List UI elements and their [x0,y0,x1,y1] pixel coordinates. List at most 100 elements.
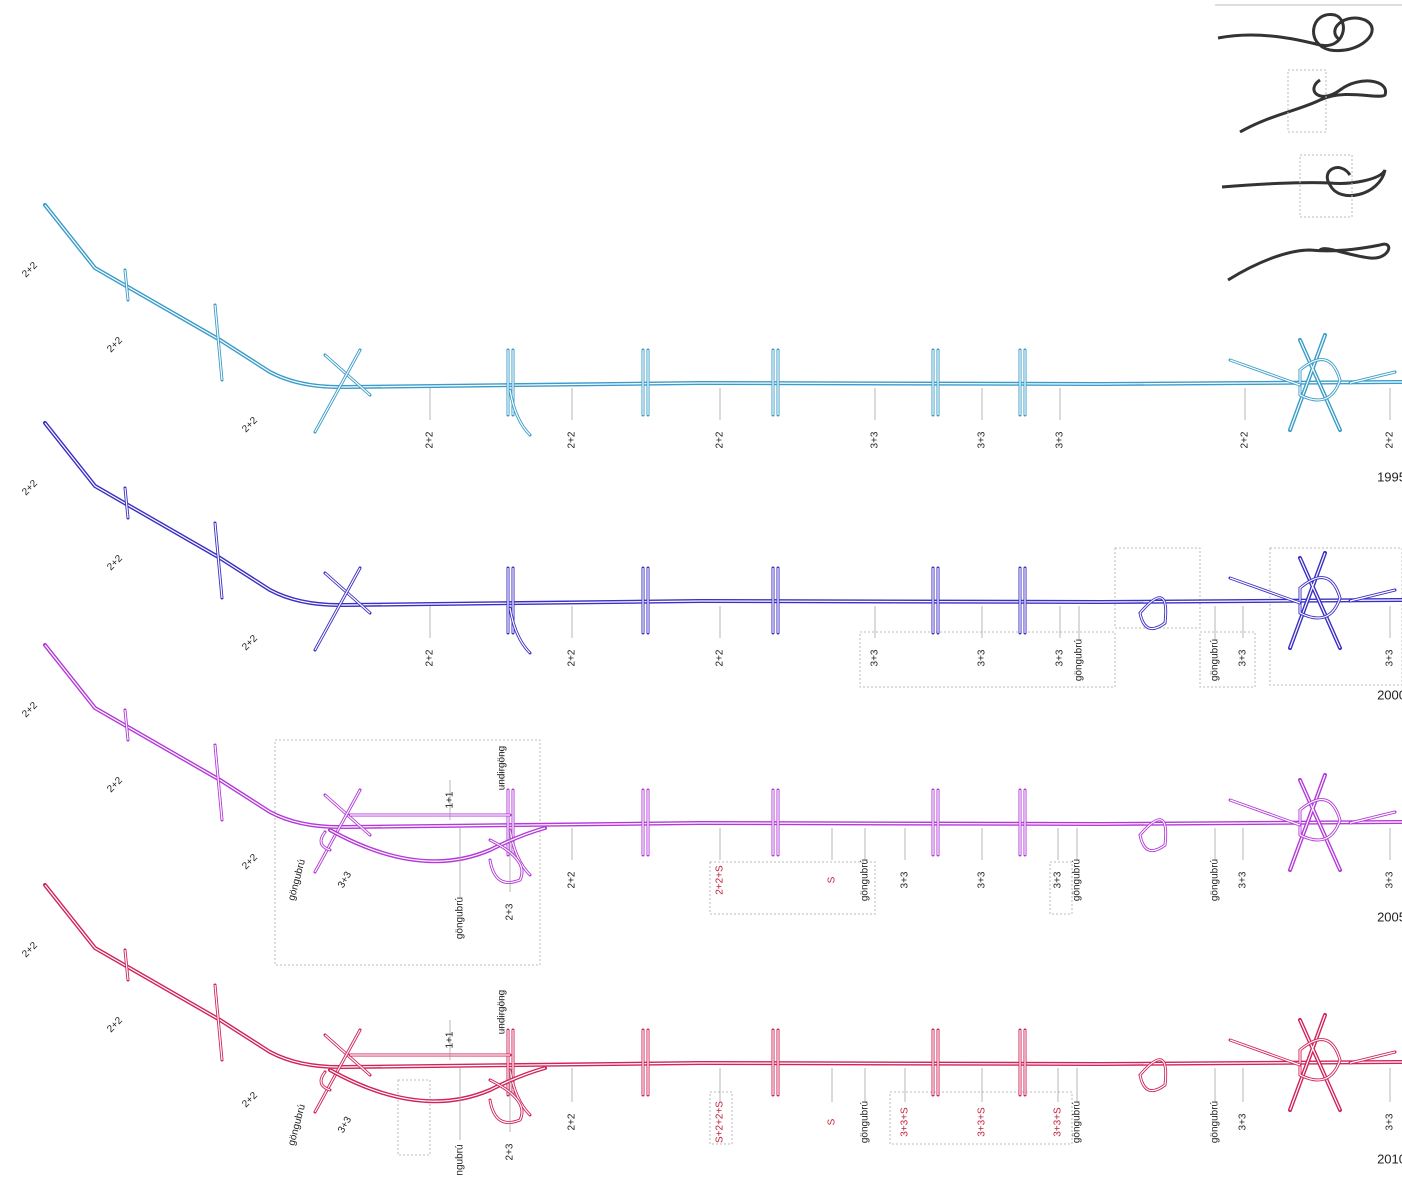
road-centre [509,829,531,876]
year-label: 2010 [1377,1151,1402,1166]
road-centre [214,522,223,599]
road-label: 3+3 [900,871,911,888]
road-row: 2+2 2+2 2+2 2+2 2+2 2+2 3+3 3+3 3+3 göngubrú göngu… [20,421,1402,702]
year-label: 1995 [1377,469,1402,484]
road-label: 3+3 [1238,871,1249,888]
road-label: 2+2+S [715,865,726,895]
road-centre [1299,577,1341,619]
road-label: 2+2 [105,553,125,573]
road-label: 2+2 [240,852,260,872]
road-row: 2+2 2+2 2+2 göngubrú 3+3 1+1 undirgöng ngubrú 2+… [20,883,1402,1176]
road-centre [329,827,546,862]
road-label: 2+2 [1240,431,1251,448]
road-centre [509,1069,531,1116]
road-centre [124,487,129,519]
road-label: göngubrú [1210,1101,1221,1143]
road-label: 2+2 [567,1113,578,1130]
road-centre [509,389,531,436]
road-label: S [827,1118,838,1125]
road-label: 2+2 [567,431,578,448]
road-centre [1289,552,1341,649]
road-label: göngubrú [286,1103,308,1147]
road-centre [1289,1014,1341,1111]
road-label: 2+2 [105,1015,125,1035]
road-centre [1139,819,1167,852]
road [43,883,1402,1070]
road-label: 2+2 [715,431,726,448]
road-label: 3+3 [1055,649,1066,666]
road-label: 2+2 [20,260,40,280]
road [43,643,1402,830]
road-label: 1+1 [445,1031,456,1048]
road-label: S+2+2+S [715,1101,726,1143]
road-label: 3+3+S [977,1107,988,1137]
road-centre [44,884,1402,1068]
road-label: 3+3 [1238,1113,1249,1130]
road-label: 3+3 [1385,649,1396,666]
road-label: 3+3 [977,871,988,888]
road-centre [489,839,523,884]
road-label: 3+3 [870,431,881,448]
road-label: 3+3 [1053,871,1064,888]
road-rows: 2+2 2+2 2+2 2+2 2+2 2+2 3+3 3+3 3+3 2+2 2+2 1995 2+2… [20,203,1402,1176]
road-label: 3+3 [977,431,988,448]
road-centre [124,949,129,981]
road-label: 2+2 [425,649,436,666]
road-centre [1299,359,1341,401]
road-centre [314,789,361,873]
road-centre [1139,597,1167,630]
road-centre [44,644,1402,828]
road-label: undirgöng [497,990,508,1034]
road-label: 3+3 [1055,431,1066,448]
road-centre [1299,1039,1341,1081]
road-centre [509,607,531,654]
road-centre [1229,577,1396,604]
road-label: 3+3 [336,1115,354,1136]
road-label: 2+2 [105,335,125,355]
road-label: göngubrú [455,897,466,939]
road-centre [329,1067,546,1102]
road-label: 3+3 [1385,1113,1396,1130]
road-label: 2+2 [240,633,260,653]
road-label: 2+2 [240,415,260,435]
road-centre [1229,1039,1396,1066]
road-label: göngubrú [1074,639,1085,681]
road-label: 2+2 [715,649,726,666]
road-centre [1229,359,1396,386]
road [43,203,1402,390]
road-label: göngubrú [1072,859,1083,901]
road-centre [214,984,223,1061]
road-label: 2+3 [505,1143,516,1160]
road-row: 2+2 2+2 2+2 2+2 2+2 2+2 3+3 3+3 3+3 2+2 2+2 1995 [20,203,1402,484]
road-centre [320,1071,331,1091]
road-label: 2+2 [105,775,125,795]
road-centre [1299,799,1341,841]
road-label: göngubrú [1210,859,1221,901]
road-label: 3+3 [336,870,354,891]
road-centre [1139,1059,1167,1092]
road-label: 1+1 [445,791,456,808]
road-row: 2+2 2+2 2+2 göngubrú 3+3 1+1 undirgöng göngubrú… [20,643,1402,939]
road-label: 2+3 [505,903,516,920]
road-label: 2+2 [20,700,40,720]
road-label: göngubrú [860,1101,871,1143]
road-label: 3+3 [1238,649,1249,666]
road-label: 2+2 [567,649,578,666]
road-label: 3+3+S [900,1107,911,1137]
road-label: 2+2 [20,478,40,498]
road-centre [124,709,129,741]
year-label: 2000 [1377,687,1402,702]
road-centre [124,269,129,301]
road-centre [1229,799,1396,826]
road-centre [1289,774,1341,871]
road-label: 3+3 [977,649,988,666]
road-label: 2+2 [240,1090,260,1110]
road-label: göngubrú [1072,1101,1083,1143]
road-label: göngubrú [286,858,308,902]
road-label: undirgöng [497,746,508,790]
road-label: 2+2 [1385,431,1396,448]
road-label: 3+3 [1385,871,1396,888]
road [43,421,1402,608]
road-centre [1289,334,1341,431]
road-label: göngubrú [860,859,871,901]
